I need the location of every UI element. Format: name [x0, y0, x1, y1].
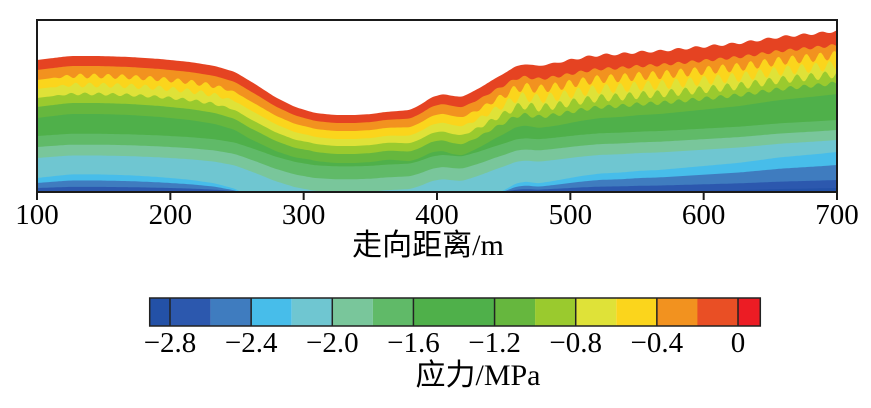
colorbar-segment: [149, 298, 170, 326]
colorbar-segment: [251, 298, 292, 326]
colorbar-segment: [413, 298, 454, 326]
colorbar-segment: [210, 298, 252, 326]
colorbar-segment: [332, 298, 373, 326]
colorbar-segment: [656, 298, 698, 326]
colorbar-segment: [170, 298, 211, 326]
contour-bands: [37, 30, 837, 192]
colorbar-segment: [738, 298, 761, 326]
colorbar-segment: [291, 298, 333, 326]
colorbar-segment: [372, 298, 414, 326]
colorbar-outline: [148, 297, 762, 327]
x-axis-title: 走向距离/m: [352, 229, 504, 262]
colorbar-segment: [575, 298, 617, 326]
colorbar-title: 应力/MPa: [415, 359, 541, 392]
stress-band: [37, 165, 837, 192]
colorbar-segment: [535, 298, 576, 326]
colorbar: [148, 297, 762, 327]
colorbar-segment: [454, 298, 495, 326]
stress-band: [37, 180, 837, 192]
colorbar-segment: [697, 298, 738, 326]
colorbar-segment: [616, 298, 657, 326]
colorbar-segment: [494, 298, 536, 326]
